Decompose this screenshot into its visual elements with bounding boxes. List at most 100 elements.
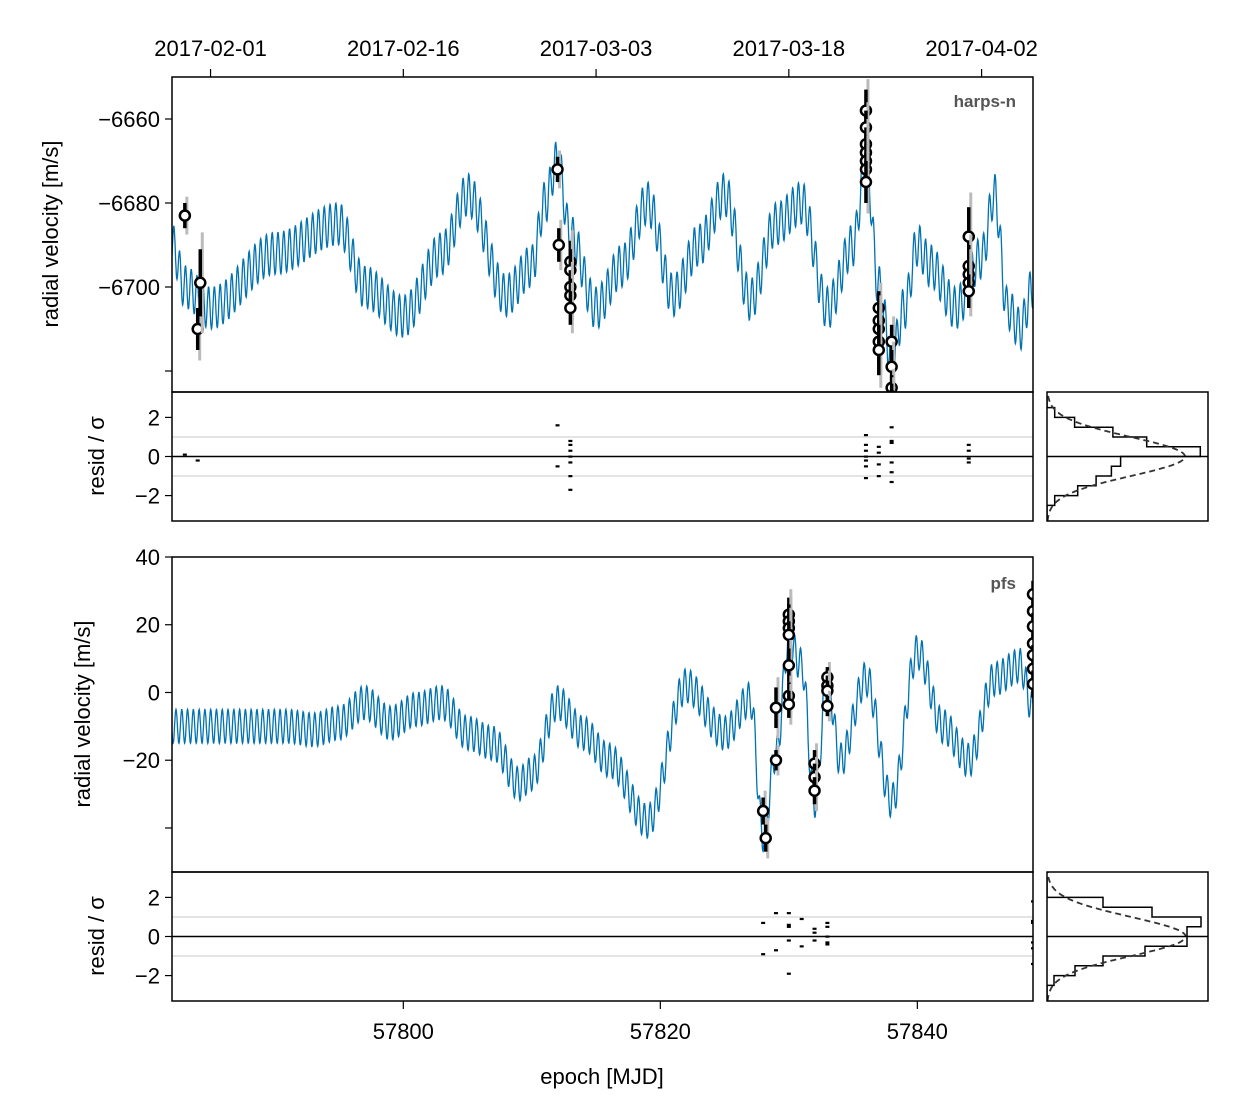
y-tick-label: −6680 — [98, 191, 160, 216]
resid-point — [773, 912, 778, 915]
gaussian-reference — [1047, 392, 1186, 521]
resid-point — [863, 465, 868, 468]
resid-point — [863, 455, 868, 458]
top-date-axis: 2017-02-01 2017-02-16 2017-03-03 2017-03-18… — [154, 36, 1038, 77]
resid-point — [812, 927, 817, 930]
y-axis-label: resid / σ — [84, 896, 109, 976]
panel-hist-harps-n — [1046, 391, 1209, 522]
resid-point — [1031, 962, 1033, 966]
data-point — [552, 238, 566, 252]
resid-point — [876, 445, 881, 448]
resid-point — [863, 449, 868, 452]
resid-point — [195, 459, 200, 462]
top-tick-label: 2017-02-01 — [154, 36, 267, 61]
resid-histogram-pfs — [1047, 872, 1208, 1001]
resid-point — [966, 461, 971, 464]
resid-point — [568, 475, 573, 478]
resid-point — [863, 434, 868, 437]
data-point — [756, 804, 770, 818]
resid-point — [786, 972, 791, 975]
resid-point — [786, 912, 791, 915]
resid-point — [786, 923, 791, 926]
resid-point — [568, 461, 573, 464]
top-tick-label: 2017-03-03 — [540, 36, 653, 61]
resid-point — [555, 424, 560, 427]
y-axis-ticks: −6660 −6680 −6700 — [98, 107, 172, 372]
rv-data-points-harps-n — [178, 79, 975, 392]
resid-point — [876, 451, 881, 454]
data-point — [1026, 677, 1033, 691]
resid-point — [799, 945, 804, 948]
instrument-label-harps-n: harps-n — [954, 92, 1016, 111]
resid-point — [773, 949, 778, 952]
y-tick-label: 0 — [148, 925, 160, 950]
resid-point — [568, 455, 573, 458]
resid-point — [863, 477, 868, 480]
resid-point — [786, 939, 791, 942]
y-tick-label: −20 — [123, 748, 160, 773]
resid-point — [182, 453, 187, 456]
model-line — [172, 622, 1033, 853]
panel-resid-pfs: 2 0 −2 57800 57820 57840 resid / σ epoch [MJ… — [84, 871, 1034, 1089]
resid-point — [889, 439, 894, 443]
top-tick-label: 2017-04-02 — [925, 36, 1038, 61]
axes-frame — [1046, 391, 1209, 522]
data-point — [1026, 648, 1033, 662]
data-point — [1026, 588, 1033, 601]
resid-point — [1031, 921, 1033, 925]
data-point — [821, 699, 834, 713]
y-tick-label: −2 — [135, 484, 160, 509]
data-point — [782, 659, 796, 672]
resid-point — [863, 443, 868, 446]
resid-point — [799, 917, 804, 921]
panel-hist-pfs — [1046, 871, 1209, 1002]
top-tick-label: 2017-02-16 — [347, 36, 460, 61]
resid-point — [825, 921, 830, 925]
resid-point — [1031, 900, 1033, 903]
rv-model-curve-pfs — [172, 622, 1033, 853]
data-point — [872, 343, 886, 357]
y-axis-label: radial velocity [m/s] — [70, 620, 95, 807]
data-point — [194, 276, 207, 290]
resid-point — [786, 925, 791, 928]
resid-point — [966, 443, 971, 446]
y-tick-label: 20 — [136, 613, 160, 638]
resid-point — [825, 943, 830, 946]
model-line — [172, 141, 1033, 377]
y-axis-ticks: 40 20 0 −20 — [123, 545, 172, 829]
rv-data-points-pfs — [756, 580, 1033, 859]
resid-point — [889, 441, 894, 445]
y-axis-label: resid / σ — [84, 416, 109, 496]
resid-point — [825, 925, 830, 928]
resid-point — [812, 939, 817, 942]
x-tick-label: 57840 — [887, 1019, 948, 1044]
resid-point — [568, 443, 573, 446]
axes-frame — [171, 76, 1034, 393]
data-point — [808, 784, 821, 797]
x-tick-label: 57820 — [630, 1019, 691, 1044]
resid-point — [876, 463, 881, 466]
resid-point — [825, 941, 830, 944]
axes-frame — [1046, 871, 1209, 1002]
resid-point — [889, 461, 894, 464]
data-point — [551, 163, 564, 176]
resid-point — [761, 953, 766, 956]
panel-resid-harps-n: 2 0 −2 resid / σ — [84, 391, 1034, 522]
resid-point — [812, 931, 817, 934]
resid-gridlines — [172, 916, 1033, 957]
y-axis-ticks: 2 0 −2 — [135, 885, 172, 989]
resid-point — [876, 475, 881, 478]
resid-point — [761, 921, 766, 925]
resid-point — [568, 449, 573, 452]
resid-point — [568, 439, 573, 443]
y-axis-label: radial velocity [m/s] — [38, 140, 63, 327]
top-tick-label: 2017-03-18 — [733, 36, 846, 61]
data-point — [769, 753, 783, 767]
rv-model-curve-harps-n — [172, 141, 1033, 377]
resid-point — [1031, 919, 1033, 923]
resid-point — [889, 480, 894, 484]
y-tick-label: −6660 — [98, 107, 160, 132]
instrument-label-pfs: pfs — [991, 574, 1017, 593]
y-tick-label: 2 — [148, 885, 160, 910]
